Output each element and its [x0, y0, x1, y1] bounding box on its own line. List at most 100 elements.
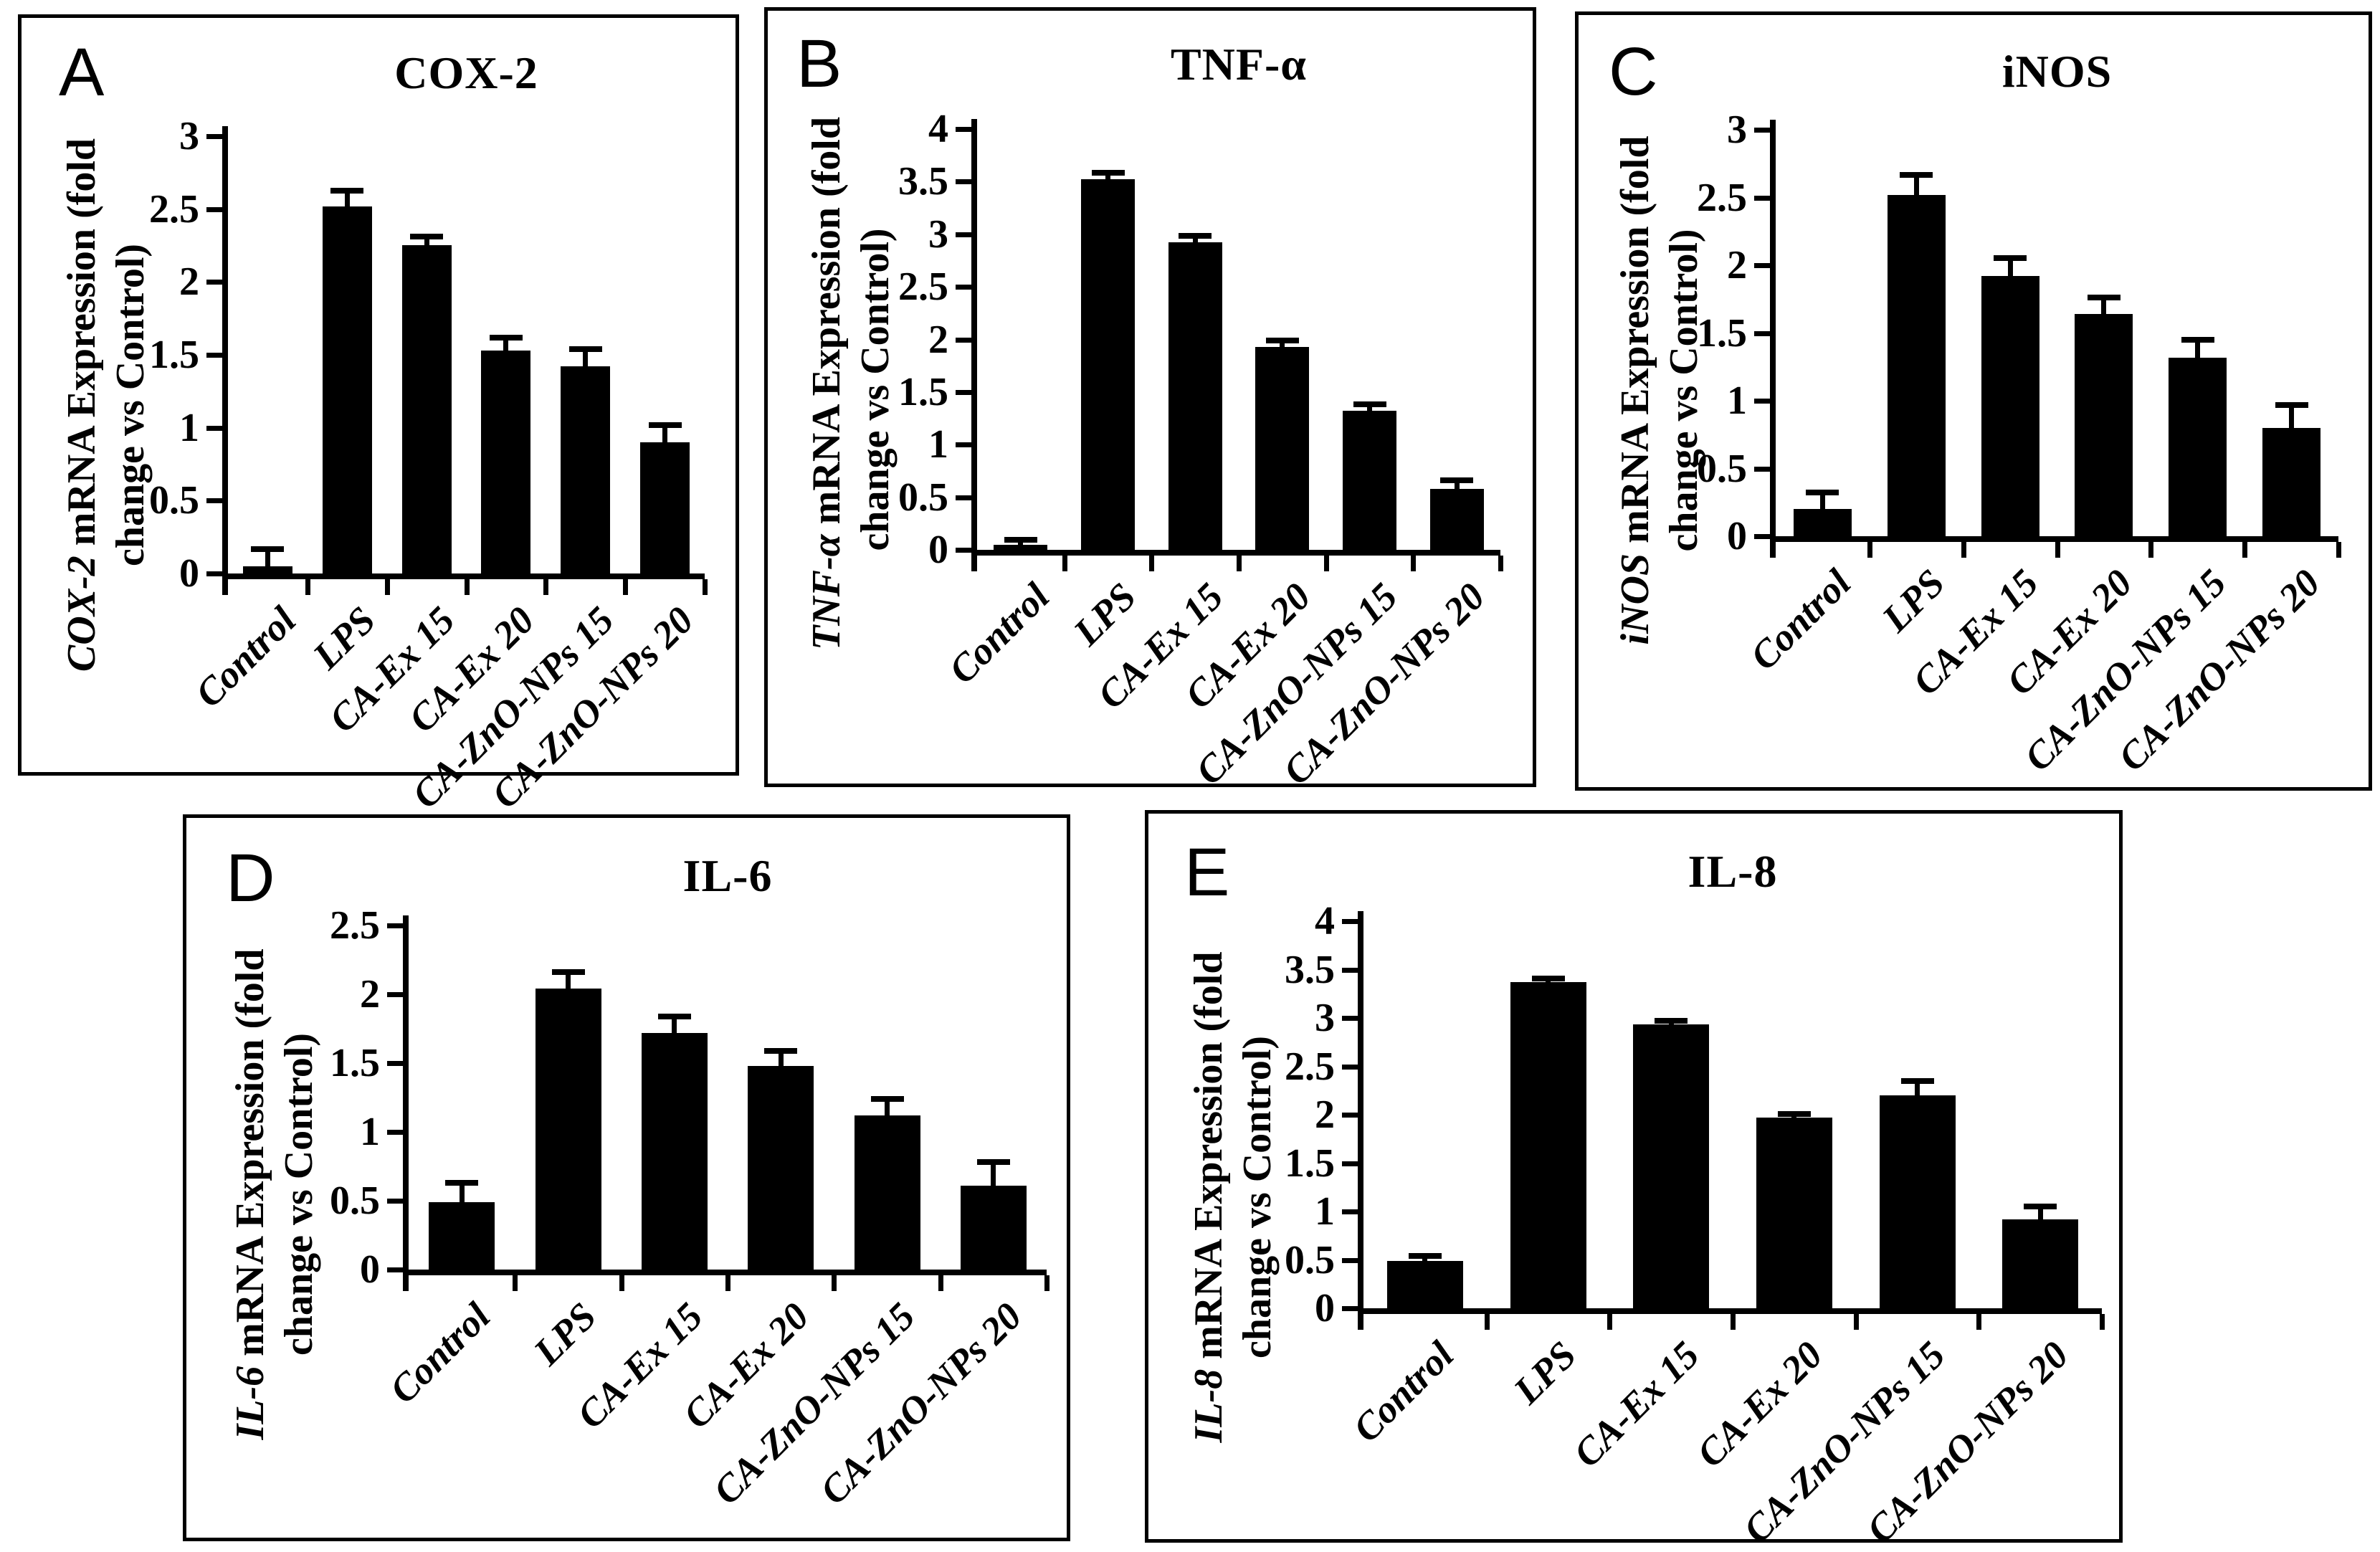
bar-ca-zno-nps-20 [2262, 428, 2320, 536]
bar-ca-ex-20 [2075, 314, 2133, 536]
x-tick-label: Control [186, 598, 305, 716]
error-bar-stem [1455, 480, 1460, 496]
y-tick [387, 1267, 403, 1272]
y-tick-label: 3.5 [1285, 948, 1335, 992]
error-bar-stem [1546, 979, 1551, 989]
error-bar-cap [330, 188, 363, 194]
x-tick [2100, 1314, 2105, 1330]
y-tick-label: 0 [179, 551, 199, 596]
y-tick [1754, 331, 1770, 336]
bar-ca-zno-nps-20 [961, 1186, 1027, 1270]
y-tick-label: 0 [928, 528, 948, 572]
y-tick [1342, 1065, 1358, 1070]
error-bar-cap [1900, 172, 1933, 178]
error-bar-stem [1193, 236, 1198, 249]
x-tick-label: Control [1344, 1333, 1462, 1451]
y-tick-label: 0 [360, 1247, 380, 1292]
error-bar-cap [2088, 295, 2120, 300]
y-tick-label: 2 [179, 260, 199, 304]
x-tick [1961, 542, 1966, 558]
x-tick [513, 1275, 518, 1291]
error-bar-stem [1018, 538, 1023, 550]
y-tick-label: 1.5 [149, 333, 199, 377]
error-bar-cap [2024, 1204, 2057, 1209]
plot-area [1754, 120, 2341, 558]
x-tick [2336, 542, 2341, 558]
chart-title: TNF-α [1170, 39, 1308, 90]
bar-lps [1081, 179, 1135, 550]
error-bar-cap [1655, 1018, 1688, 1024]
error-bar-cap [1532, 976, 1565, 981]
x-tick [2242, 542, 2247, 558]
x-tick [1498, 556, 1503, 571]
panel-letter: A [59, 34, 105, 110]
y-tick [1754, 534, 1770, 539]
error-bar-stem [885, 1099, 890, 1123]
x-tick [465, 579, 470, 595]
y-tick [1754, 263, 1770, 268]
plot-area [387, 915, 1049, 1291]
y-tick-label: 0.5 [330, 1179, 380, 1223]
y-axis-extension [1770, 120, 1776, 130]
error-bar-stem [583, 349, 588, 373]
x-tick [1324, 556, 1329, 571]
y-tick-label: 2 [928, 318, 948, 362]
y-tick-label: 0.5 [1697, 447, 1747, 491]
y-axis-extension [1770, 536, 1776, 558]
error-bar-stem [2289, 405, 2294, 435]
x-tick [703, 579, 708, 595]
error-bar-stem [503, 338, 508, 358]
error-bar-cap [871, 1096, 904, 1102]
y-tick-label: 2 [360, 972, 380, 1017]
error-bar-stem [1791, 1114, 1796, 1125]
x-tick [725, 1275, 730, 1291]
y-tick [1754, 399, 1770, 404]
y-tick-label: 0.5 [149, 478, 199, 523]
error-bar-stem [1914, 175, 1919, 202]
x-tick [623, 579, 628, 595]
y-tick [956, 127, 971, 132]
bar-ca-zno-nps-15 [2169, 358, 2227, 536]
y-tick-label: 4 [1315, 899, 1335, 943]
y-tick [956, 390, 971, 395]
error-bar-stem [460, 1183, 465, 1209]
y-tick-label: 4 [928, 107, 948, 151]
bar-ca-zno-nps-15 [561, 366, 610, 573]
error-bar-cap [251, 546, 284, 552]
error-bar-cap [1901, 1078, 1934, 1084]
error-bar-cap [1778, 1111, 1811, 1117]
error-bar-stem [345, 191, 350, 214]
x-tick [1237, 556, 1242, 571]
error-bar-stem [424, 237, 429, 252]
x-tick-label: LPS [1873, 561, 1953, 641]
chart-title: iNOS [2001, 46, 2113, 97]
y-axis-extension [403, 1270, 409, 1291]
y-tick-label: 3 [179, 114, 199, 158]
error-bar-stem [2101, 297, 2106, 321]
y-tick [206, 353, 222, 358]
bar-ca-zno-nps-15 [1880, 1095, 1956, 1308]
plot-area [1342, 911, 2105, 1330]
y-tick [387, 1199, 403, 1204]
bar-ca-ex-20 [1255, 347, 1309, 550]
x-tick [305, 579, 310, 595]
y-axis-extension [1358, 911, 1363, 921]
x-tick [938, 1275, 943, 1291]
bar-ca-ex-15 [1168, 242, 1222, 550]
y-tick-label: 2.5 [149, 187, 199, 232]
x-tick [832, 1275, 837, 1291]
x-tick [543, 579, 548, 595]
y-tick-label: 1.5 [1285, 1141, 1335, 1186]
y-tick [206, 571, 222, 576]
error-bar-stem [1367, 404, 1372, 418]
y-tick-label: 0.5 [1285, 1238, 1335, 1282]
error-bar-cap [1092, 170, 1125, 176]
y-axis-label-gene: IL-6 [228, 1366, 272, 1440]
bar-ca-zno-nps-15 [855, 1115, 920, 1270]
y-tick [387, 1130, 403, 1135]
panel-letter: C [1609, 34, 1658, 110]
x-tick [1044, 1275, 1049, 1291]
bar-lps [1888, 195, 1946, 536]
x-tick-label: Control [1741, 561, 1860, 679]
y-axis-extension [1358, 1308, 1363, 1330]
